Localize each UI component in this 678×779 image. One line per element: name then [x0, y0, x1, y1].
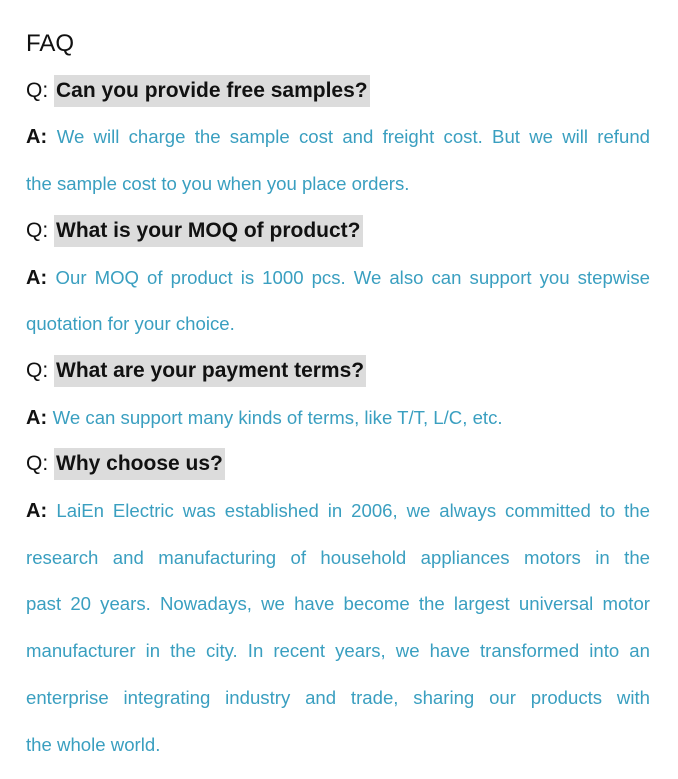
question-text: What is your MOQ of product?	[54, 214, 363, 247]
faq-answer: A: We can support many kinds of terms, l…	[26, 395, 650, 442]
question-prefix: Q:	[26, 218, 55, 242]
answer-prefix: A:	[26, 266, 56, 289]
faq-section: FAQ Q: Can you provide free samples? A: W…	[26, 21, 650, 768]
answer-text: We will charge the sample cost and freig…	[56, 126, 650, 148]
answer-text: LaiEn Electric was established in 2006, …	[56, 500, 650, 522]
answer-line: A: Our MOQ of product is 1000 pcs. We al…	[26, 255, 650, 302]
question-text: Can you provide free samples?	[54, 74, 370, 107]
faq-answer: A: Our MOQ of product is 1000 pcs. We al…	[26, 255, 650, 348]
question-text: What are your payment terms?	[54, 354, 367, 387]
faq-question: Q: Can you provide free samples?	[26, 68, 650, 115]
faq-list: Q: Can you provide free samples? A: We wi…	[26, 68, 650, 769]
faq-question: Q: Why choose us?	[26, 441, 650, 488]
answer-prefix: A:	[26, 406, 53, 429]
answer-line: A: LaiEn Electric was established in 200…	[26, 488, 650, 535]
faq-question: Q: What is your MOQ of product?	[26, 208, 650, 255]
faq-answer: A: We will charge the sample cost and fr…	[26, 114, 650, 207]
faq-title: FAQ	[26, 30, 75, 57]
answer-prefix: A:	[26, 500, 57, 523]
answer-line: past 20 years. Nowadays, we have become …	[26, 593, 650, 615]
answer-text: Our MOQ of product is 1000 pcs. We also …	[55, 266, 650, 288]
question-prefix: Q:	[26, 452, 55, 476]
answer-line: A: We can support many kinds of terms, l…	[26, 395, 650, 442]
faq-question: Q: What are your payment terms?	[26, 348, 650, 395]
answer-line: the whole world.	[26, 733, 161, 755]
answer-line: A: We will charge the sample cost and fr…	[26, 114, 650, 161]
answer-line: enterprise integrating industry and trad…	[26, 686, 650, 708]
answer-line: quotation for your choice.	[26, 313, 235, 335]
question-prefix: Q:	[26, 358, 55, 382]
faq-answer: A: LaiEn Electric was established in 200…	[26, 488, 650, 768]
question-prefix: Q:	[26, 78, 55, 102]
answer-line: manufacturer in the city. In recent year…	[26, 640, 650, 662]
answer-prefix: A:	[26, 126, 57, 149]
answer-text: We can support many kinds of terms, like…	[52, 406, 503, 428]
question-text: Why choose us?	[54, 448, 225, 481]
answer-line: research and manufacturing of household …	[26, 546, 650, 568]
answer-line: the sample cost to you when you place or…	[26, 173, 410, 195]
